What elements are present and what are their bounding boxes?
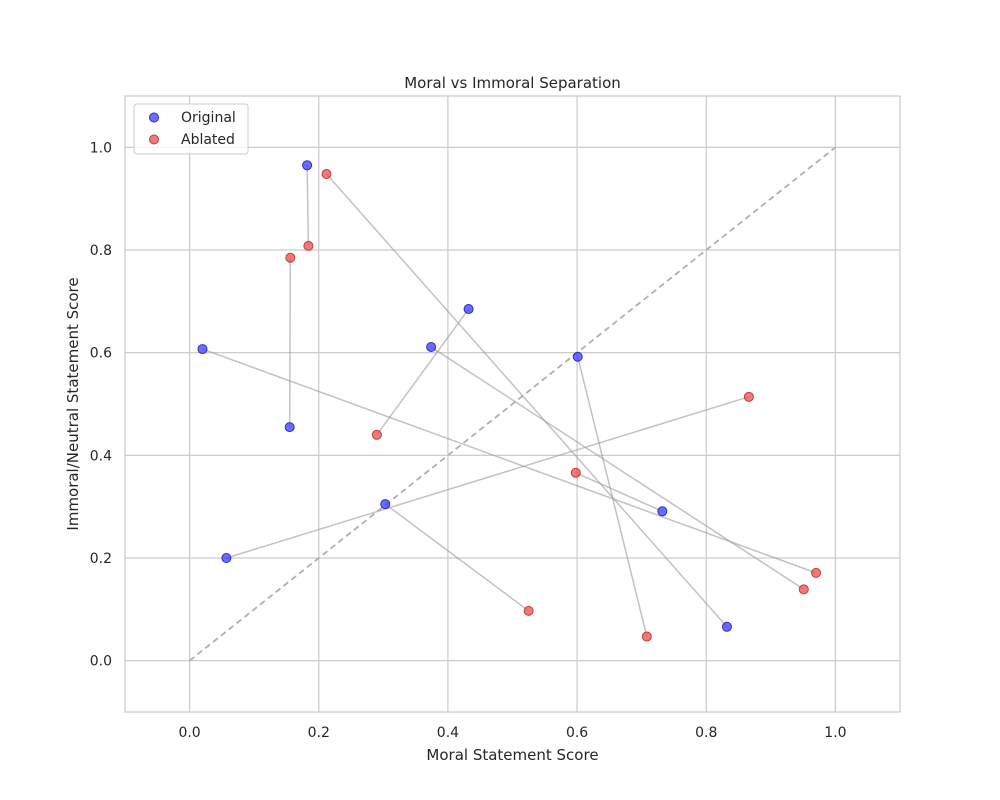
pair-lines bbox=[202, 165, 817, 637]
x-tick-label: 0.2 bbox=[308, 725, 330, 741]
ablated-point bbox=[285, 252, 296, 263]
ablated-point bbox=[570, 467, 581, 478]
ablated-point bbox=[641, 631, 652, 642]
original-point bbox=[221, 553, 232, 563]
chart-title: Moral vs Immoral Separation bbox=[404, 74, 621, 92]
pair-connector bbox=[430, 346, 805, 590]
original-point bbox=[657, 506, 668, 517]
legend-marker-ablated bbox=[149, 134, 159, 145]
pair-connector bbox=[376, 308, 470, 436]
original-point bbox=[463, 304, 474, 315]
pair-connector bbox=[202, 348, 817, 574]
diagonal-reference bbox=[189, 146, 836, 662]
original-point bbox=[197, 344, 208, 355]
pair-connector bbox=[575, 472, 663, 512]
x-tick-label: 0.8 bbox=[695, 725, 717, 741]
pair-connector bbox=[226, 396, 750, 559]
y-axis-label: Immoral/Neutral Statement Score bbox=[64, 277, 82, 530]
legend-box bbox=[133, 103, 249, 155]
ablated-point bbox=[798, 584, 809, 595]
x-tick-label: 1.0 bbox=[824, 725, 846, 741]
y-tick-label: 0.8 bbox=[90, 243, 112, 259]
ablated-point bbox=[303, 240, 314, 251]
ablated-point bbox=[743, 391, 754, 402]
y-tick-label: 0.0 bbox=[90, 654, 112, 670]
pair-connector bbox=[384, 503, 530, 612]
x-axis-label: Moral Statement Score bbox=[426, 746, 598, 764]
original-point bbox=[302, 160, 313, 171]
pair-connector bbox=[306, 165, 310, 246]
legend-marker-original bbox=[149, 112, 159, 123]
y-tick-label: 0.2 bbox=[90, 551, 112, 567]
legend: Original Ablated bbox=[133, 103, 249, 155]
pair-connector bbox=[325, 173, 728, 628]
x-tick-label: 0.6 bbox=[566, 725, 588, 741]
ablated-point bbox=[321, 169, 332, 180]
legend-label-original: Original bbox=[181, 110, 236, 126]
ablated-point bbox=[811, 567, 822, 578]
y-tick-labels: 0.0 0.2 0.4 0.6 0.8 1.0 bbox=[90, 140, 112, 669]
y-tick-label: 0.6 bbox=[90, 346, 112, 362]
original-point bbox=[284, 422, 295, 433]
grid bbox=[125, 96, 900, 712]
original-point bbox=[380, 499, 391, 510]
y-tick-label: 1.0 bbox=[90, 140, 112, 156]
ablated-point bbox=[371, 429, 382, 440]
original-point bbox=[721, 621, 732, 632]
original-point bbox=[572, 351, 583, 362]
data-points bbox=[197, 160, 822, 642]
ablated-point bbox=[523, 605, 534, 616]
x-tick-labels: 0.0 0.2 0.4 0.6 0.8 1.0 bbox=[178, 725, 846, 741]
x-tick-label: 0.4 bbox=[437, 725, 459, 741]
x-tick-label: 0.0 bbox=[178, 725, 200, 741]
y-tick-label: 0.4 bbox=[90, 448, 112, 464]
legend-label-ablated: Ablated bbox=[181, 132, 235, 148]
original-point bbox=[426, 342, 437, 353]
pair-connector bbox=[288, 257, 292, 428]
diagonal-line bbox=[189, 146, 836, 662]
